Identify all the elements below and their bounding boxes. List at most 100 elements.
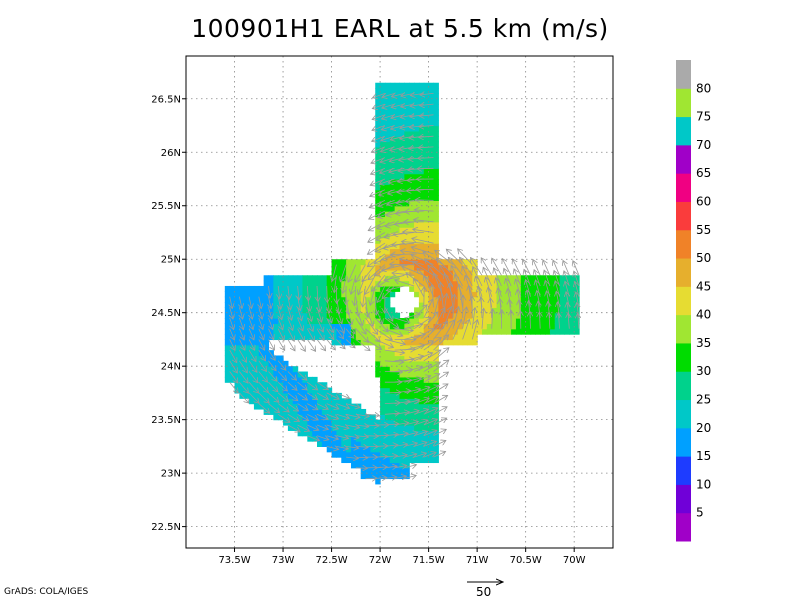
field-cell [443,312,449,319]
field-cell [307,275,313,282]
field-cell [409,189,415,196]
field-cell [394,446,401,453]
wind-vector [519,300,521,319]
field-cell [380,227,386,234]
field-cell [321,318,328,324]
field-cell [380,312,386,319]
colorbar-label: 50 [696,251,711,265]
chart-title: 100901H1 EARL at 5.5 km (m/s) [191,14,609,43]
field-cell [287,387,294,394]
field-cell [409,318,415,324]
field-cell [287,285,294,292]
field-cell [350,414,357,421]
field-cell [399,451,405,458]
field-cell [375,173,381,180]
field-cell [472,334,478,341]
wind-vector [336,339,345,348]
wind-vector [229,371,238,384]
field-cell [433,307,439,314]
wind-vector [316,339,326,350]
field-cell [302,328,308,335]
wind-vector [517,289,522,308]
field-cell [312,302,318,308]
field-cell [331,318,338,324]
field-cell [384,136,391,143]
field-cell [380,318,386,324]
colorbar-swatch [676,88,691,118]
field-cell [350,334,357,341]
wind-vector [365,328,381,342]
field-cell [292,318,299,324]
wind-vector [471,320,477,340]
field-cell [511,296,517,303]
field-cell [336,430,342,437]
field-cell [263,350,270,357]
field-cell [409,184,415,191]
field-cell [321,302,328,308]
field-cell [433,221,439,228]
field-cell [491,328,498,335]
wind-vector [229,339,235,350]
field-cell [307,387,313,394]
wind-vector [451,266,463,287]
field-cell [258,398,265,405]
field-cell [244,339,250,346]
field-cell [394,141,401,148]
field-cell [477,275,483,282]
field-cell [418,82,425,89]
field-cell [346,441,352,447]
field-cell [452,323,459,330]
wind-vector [297,381,308,390]
field-cell [520,312,527,319]
field-cell [559,285,566,292]
wind-vector [413,453,426,457]
field-cell [224,307,231,314]
field-cell [273,323,279,330]
field-cell [350,323,357,330]
field-cell [380,430,386,437]
field-cell [384,291,391,298]
wind-vector [316,328,324,341]
wind-vector [375,339,393,347]
field-cell [297,376,304,383]
field-cell [375,253,381,260]
field-cell [326,425,333,431]
field-cell [414,323,420,330]
field-cell [389,387,396,394]
field-cell [273,318,279,324]
field-cell [380,82,386,89]
field-cell [384,104,391,111]
field-cell [404,205,410,212]
field-cell [520,302,527,308]
field-cell [423,141,430,148]
colorbar-label: 65 [696,166,711,180]
field-cell [253,296,260,303]
field-cell [428,259,435,266]
field-cell [234,291,240,298]
colorbar-label: 20 [696,421,711,435]
field-cell [423,296,430,303]
wind-vector [268,317,273,330]
field-cell [389,473,396,480]
field-cell [443,285,449,292]
field-cell [317,425,323,431]
field-cell [462,323,469,330]
field-cell [380,441,386,447]
field-cell [394,93,401,100]
field-cell [428,162,435,169]
field-cell [399,414,405,421]
field-cell [409,371,415,378]
wind-vector [394,412,410,414]
field-cell [423,109,430,116]
wind-vector [546,291,550,308]
field-cell [317,392,323,399]
field-cell [350,462,357,469]
wind-vector [412,238,434,244]
field-cell [249,285,255,292]
field-cell [258,307,265,314]
wind-vector [287,339,295,351]
field-cell [302,291,308,298]
field-cell [433,162,439,169]
field-cell [549,318,556,324]
field-cell [496,302,502,308]
